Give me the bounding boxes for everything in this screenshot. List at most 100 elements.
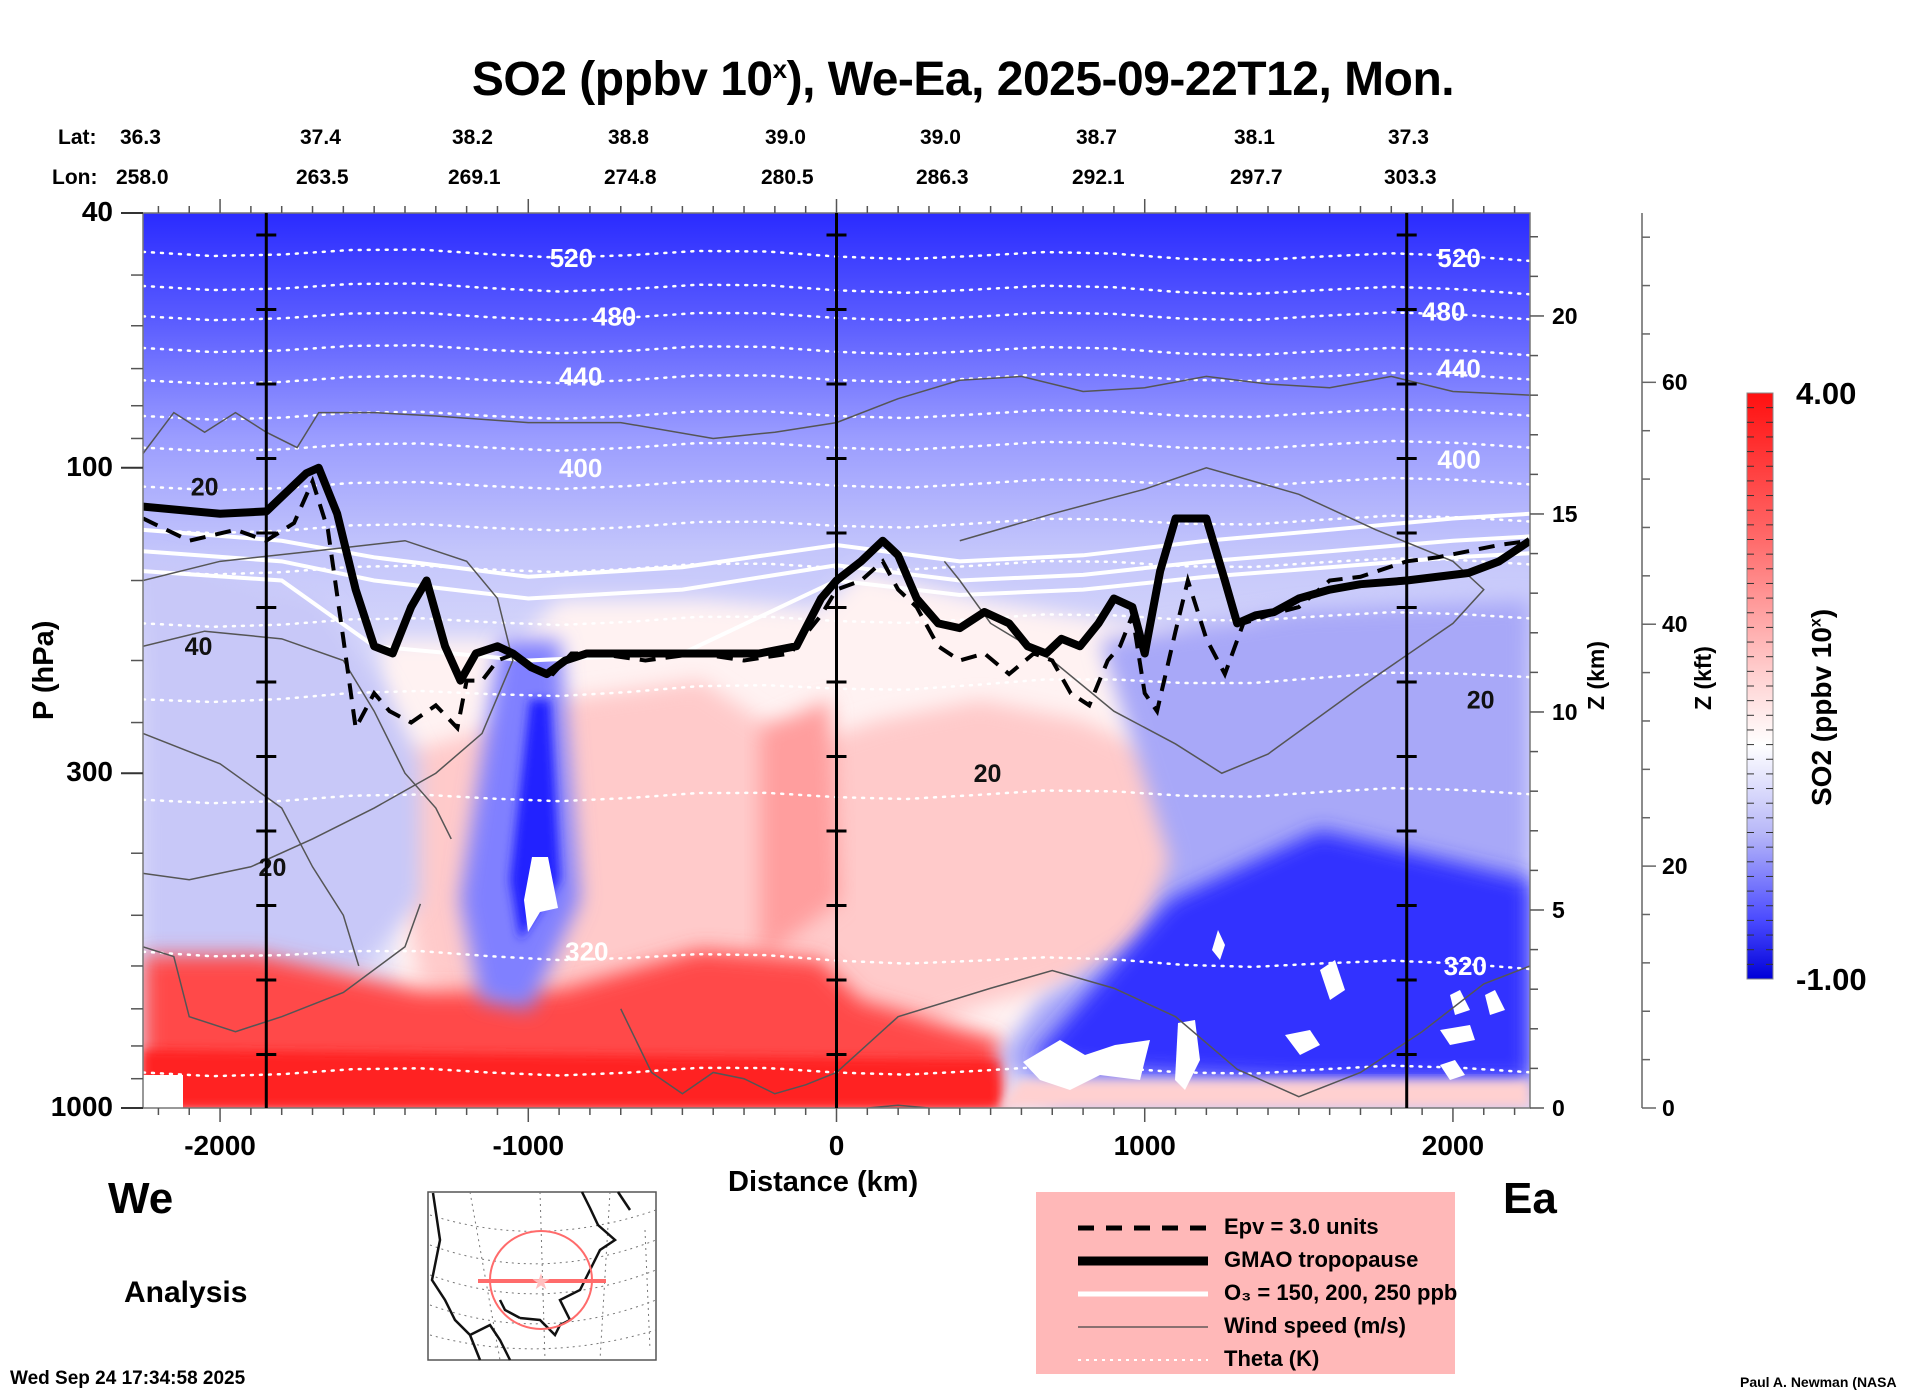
distance-tick-label: -2000 xyxy=(184,1130,256,1161)
locator-map: ★ xyxy=(427,1191,657,1361)
distance-tick-label: 0 xyxy=(828,1130,845,1161)
ozone-contour xyxy=(143,534,1530,601)
x-axis-label: Distance (km) xyxy=(728,1166,919,1198)
lon-value: 280.5 xyxy=(761,166,814,189)
z-km-tick-label: 15 xyxy=(1552,500,1578,527)
legend-label: GMAO tropopause xyxy=(1224,1247,1419,1272)
wind-speed-contour xyxy=(143,630,452,840)
z-kft-tick-label: 60 xyxy=(1662,369,1688,396)
lat-value: 38.1 xyxy=(1234,126,1275,149)
distance-tick-label: -1000 xyxy=(492,1130,565,1161)
lon-value: 269.1 xyxy=(448,166,501,189)
pressure-tick-label: 40 xyxy=(81,196,113,227)
tropopause-line xyxy=(143,463,1530,685)
theta-label: 480 xyxy=(593,301,636,331)
wind-speed-contour xyxy=(143,539,514,881)
z-km-tick-label: 10 xyxy=(1552,698,1578,725)
white-patch xyxy=(1485,990,1505,1015)
legend: Epv = 3.0 units GMAO tropopause O₃ = 150, … xyxy=(1036,1192,1458,1376)
wind-speed-contour xyxy=(620,965,1530,1098)
distance-tick-label: 2000 xyxy=(1421,1130,1485,1161)
white-patch xyxy=(1212,930,1225,960)
map-coastlines xyxy=(430,1191,632,1361)
theta-label: 400 xyxy=(559,453,602,483)
axes-layer xyxy=(121,199,1656,1122)
theta-label: 480 xyxy=(1422,296,1465,326)
legend-label: O₃ = 150, 200, 250 ppb xyxy=(1224,1280,1458,1305)
analysis-label: Analysis xyxy=(124,1276,248,1309)
z-kft-tick-label: 0 xyxy=(1662,1095,1675,1121)
colorbar-min-label: -1.00 xyxy=(1796,962,1867,997)
z-kft-axis-label: Z (kft) xyxy=(1690,646,1716,710)
legend-item: Epv = 3.0 units xyxy=(1036,1212,1455,1244)
distance-tick-label: 1000 xyxy=(1113,1130,1176,1161)
legend-item: Theta (K) xyxy=(1036,1344,1455,1376)
east-label: Ea xyxy=(1503,1174,1557,1223)
lon-value: 274.8 xyxy=(604,166,657,189)
z-km-axis-label: Z (km) xyxy=(1583,641,1609,710)
lon-value: 303.3 xyxy=(1384,166,1437,189)
legend-swatch-thin xyxy=(1078,1326,1208,1328)
pressure-tick-label: 100 xyxy=(66,450,113,482)
field-white-east-patches xyxy=(1023,930,1505,1090)
lat-value: 37.3 xyxy=(1388,126,1429,149)
field-white-patch xyxy=(524,857,558,932)
map-graticule xyxy=(429,1191,657,1361)
wind-label: 20 xyxy=(191,474,219,502)
map-center-star-icon: ★ xyxy=(531,1269,551,1294)
z-kft-tick-label: 20 xyxy=(1662,853,1688,880)
theta-label: 520 xyxy=(550,243,593,273)
lon-value: 258.0 xyxy=(116,166,169,189)
legend-swatch-white xyxy=(1078,1291,1208,1297)
colorbar-label-close: ) xyxy=(1806,608,1837,619)
colorbar-label-sup: x xyxy=(1807,618,1825,628)
legend-swatch-dotted xyxy=(1078,1359,1208,1361)
title-text: SO2 (ppbv 10 xyxy=(471,53,773,106)
lat-value: 38.2 xyxy=(452,126,493,149)
theta-label: 400 xyxy=(1437,444,1480,474)
white-patch xyxy=(1285,1030,1320,1055)
title-superscript: x xyxy=(772,54,787,84)
wind-label: 20 xyxy=(974,760,1002,788)
y-axis-label: P (hPa) xyxy=(28,620,60,720)
z-kft-tick-label: 40 xyxy=(1662,611,1688,638)
lat-value: 36.3 xyxy=(120,126,161,149)
legend-swatch-thick xyxy=(1078,1256,1208,1266)
theta-label: 320 xyxy=(565,937,608,967)
legend-item: O₃ = 150, 200, 250 ppb xyxy=(1036,1278,1458,1310)
theta-label: 440 xyxy=(559,361,602,391)
chart-title: SO2 (ppbv 10x), We-Ea, 2025-09-22T12, Mo… xyxy=(0,52,1926,107)
colorbar-max-label: 4.00 xyxy=(1796,376,1857,411)
wind-label: 20 xyxy=(259,854,287,882)
field-white-corner xyxy=(143,1075,183,1108)
theta-label: 320 xyxy=(1444,951,1487,981)
lat-value: 39.0 xyxy=(765,126,806,149)
field-pink-strong xyxy=(760,700,840,960)
timestamp: Wed Sep 24 17:34:58 2025 xyxy=(10,1368,246,1389)
legend-label: Epv = 3.0 units xyxy=(1224,1214,1379,1239)
lat-label: Lat: xyxy=(58,126,97,149)
west-label: We xyxy=(108,1174,174,1223)
lat-value: 38.7 xyxy=(1076,126,1117,149)
pressure-tick-label: 1000 xyxy=(50,1091,113,1122)
z-km-tick-label: 0 xyxy=(1552,1095,1565,1121)
wind-speed-contour xyxy=(143,903,422,1033)
epv-contour xyxy=(143,475,1530,735)
legend-label: Theta (K) xyxy=(1224,1346,1320,1371)
colorbar-label-text: SO2 (ppbv 10 xyxy=(1806,627,1837,806)
author-credit: Paul A. Newman (NASA xyxy=(1740,1374,1897,1390)
wind-speed-contour xyxy=(867,1104,930,1108)
colorbar-label: SO2 (ppbv 10x) xyxy=(1806,609,1838,806)
theta-label: 440 xyxy=(1437,354,1480,384)
lon-value: 286.3 xyxy=(916,166,969,189)
lon-label: Lon: xyxy=(52,166,98,189)
lat-value: 38.8 xyxy=(608,126,649,149)
field-east-blue-core xyxy=(1030,830,1530,1080)
lat-value: 37.4 xyxy=(300,126,341,149)
legend-item: GMAO tropopause xyxy=(1036,1245,1455,1277)
white-patch xyxy=(1440,1060,1465,1080)
field-left-blue xyxy=(143,560,420,990)
lon-value: 297.7 xyxy=(1230,166,1283,189)
theta-label: 520 xyxy=(1437,243,1480,273)
